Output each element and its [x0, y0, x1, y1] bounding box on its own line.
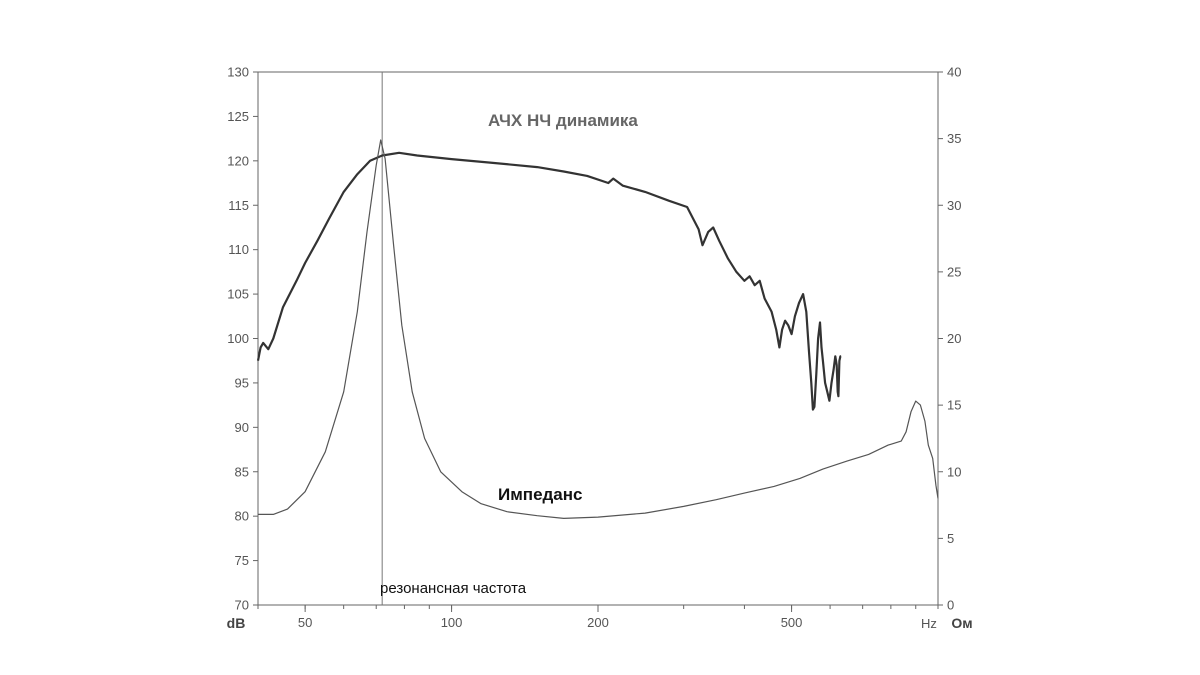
left-axis-tick-label: 115: [228, 198, 249, 213]
left-axis-unit-label: dB: [227, 615, 246, 631]
right-axis-tick-label: 25: [947, 264, 961, 279]
x-axis-unit-label: Hz: [921, 616, 937, 631]
left-axis-tick-label: 120: [227, 153, 249, 168]
right-axis-tick-label: 35: [947, 131, 961, 146]
left-axis-tick-label: 125: [227, 109, 249, 124]
right-axis-tick-label: 20: [947, 331, 961, 346]
left-axis-tick-label: 70: [235, 598, 249, 613]
right-axis-tick-label: 5: [947, 531, 954, 546]
left-axis-tick-label: 80: [235, 509, 249, 524]
left-axis-tick-label: 90: [235, 420, 249, 435]
left-axis-tick-label: 85: [235, 464, 249, 479]
left-axis-tick-label: 110: [228, 242, 249, 257]
spl-series-line: [256, 151, 842, 411]
plot-area-frame: [257, 71, 939, 606]
resonance-annotation: резонансная частота: [380, 580, 527, 597]
left-axis-tick-label: 100: [227, 331, 249, 346]
x-axis-tick-label: 500: [781, 615, 803, 630]
right-axis-tick-label: 0: [947, 598, 954, 613]
impedance-series-line: [258, 139, 939, 519]
right-axis: 0 5 10 15 20 25 30 35 40: [938, 65, 961, 613]
left-axis-tick-label: 95: [235, 375, 249, 390]
right-axis-tick-label: 15: [947, 398, 961, 413]
right-axis-tick-label: 40: [947, 65, 961, 80]
left-axis: 70 75 80 85 90 95 100 105 110 115 120 125 130: [227, 65, 258, 613]
left-axis-tick-label: 130: [227, 65, 249, 80]
right-axis-tick-label: 30: [947, 198, 961, 213]
chart-title: АЧХ НЧ динамика: [488, 111, 638, 130]
x-axis-tick-label: 100: [441, 615, 463, 630]
right-axis-tick-label: 10: [947, 464, 961, 479]
impedance-annotation: Импеданс: [498, 485, 583, 504]
x-axis-tick-label: 200: [587, 615, 609, 630]
right-axis-unit-label: Ом: [951, 615, 972, 631]
x-axis: 50 100 200 500: [257, 605, 939, 630]
x-axis-tick-label: 50: [298, 615, 312, 630]
left-axis-tick-label: 75: [235, 553, 249, 568]
left-axis-tick-label: 105: [227, 287, 249, 302]
